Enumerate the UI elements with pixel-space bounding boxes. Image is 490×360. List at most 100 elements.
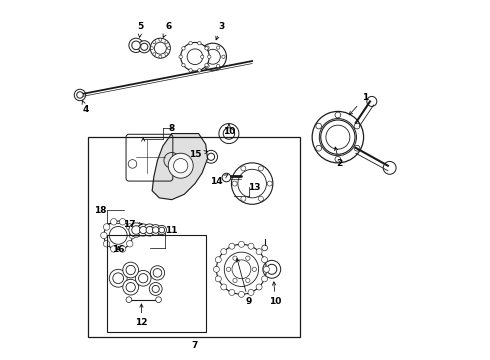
Text: 7: 7	[192, 341, 198, 350]
Circle shape	[123, 262, 139, 278]
Circle shape	[120, 219, 126, 225]
Circle shape	[205, 150, 218, 163]
Circle shape	[217, 46, 220, 49]
Circle shape	[267, 264, 277, 274]
Circle shape	[152, 227, 159, 233]
Circle shape	[199, 43, 226, 70]
Bar	[88, 137, 300, 337]
Circle shape	[222, 55, 225, 58]
Circle shape	[100, 232, 107, 239]
Circle shape	[245, 256, 250, 260]
Circle shape	[153, 269, 162, 277]
Circle shape	[126, 240, 133, 247]
Circle shape	[232, 181, 237, 186]
Circle shape	[139, 274, 148, 283]
Circle shape	[126, 265, 135, 275]
Text: 13: 13	[247, 183, 260, 192]
Circle shape	[140, 226, 147, 234]
Circle shape	[138, 41, 150, 53]
Circle shape	[221, 249, 227, 255]
Circle shape	[154, 42, 166, 54]
Circle shape	[141, 43, 148, 50]
Circle shape	[153, 41, 156, 44]
Text: 5: 5	[137, 22, 144, 37]
Circle shape	[150, 47, 153, 50]
Circle shape	[354, 123, 360, 129]
Circle shape	[189, 41, 192, 45]
Text: 10: 10	[223, 124, 235, 136]
Circle shape	[156, 297, 161, 302]
Circle shape	[159, 55, 162, 58]
Circle shape	[150, 266, 165, 280]
Circle shape	[239, 291, 245, 297]
Circle shape	[221, 284, 227, 290]
Circle shape	[207, 153, 215, 160]
Circle shape	[181, 42, 209, 71]
Circle shape	[129, 38, 143, 53]
Circle shape	[262, 245, 268, 251]
Circle shape	[321, 120, 355, 154]
Circle shape	[200, 55, 204, 58]
Circle shape	[215, 276, 221, 282]
Circle shape	[223, 128, 235, 139]
Circle shape	[262, 276, 268, 282]
Circle shape	[135, 270, 151, 286]
Text: 12: 12	[135, 304, 147, 327]
Text: 17: 17	[122, 220, 142, 229]
Circle shape	[335, 112, 341, 118]
Circle shape	[150, 225, 161, 235]
Circle shape	[165, 53, 168, 56]
Circle shape	[233, 278, 237, 283]
Circle shape	[173, 158, 188, 173]
Circle shape	[217, 64, 220, 68]
Circle shape	[229, 243, 235, 249]
Text: 16: 16	[112, 245, 124, 254]
Circle shape	[149, 283, 162, 296]
Circle shape	[126, 224, 133, 230]
Circle shape	[205, 49, 221, 64]
Circle shape	[241, 196, 246, 201]
Circle shape	[248, 243, 254, 249]
Text: 10: 10	[269, 282, 282, 306]
Text: 1: 1	[349, 93, 368, 115]
Circle shape	[319, 118, 356, 156]
Circle shape	[205, 63, 208, 67]
Circle shape	[214, 266, 220, 272]
Circle shape	[354, 145, 360, 151]
Circle shape	[126, 297, 132, 302]
Circle shape	[383, 161, 396, 174]
Bar	[107, 235, 206, 332]
Circle shape	[205, 47, 208, 50]
Circle shape	[144, 224, 156, 236]
Circle shape	[74, 89, 86, 101]
Text: 14: 14	[210, 175, 228, 186]
Circle shape	[197, 41, 201, 45]
Circle shape	[132, 226, 140, 234]
Circle shape	[335, 157, 341, 162]
Circle shape	[267, 181, 272, 186]
Circle shape	[197, 69, 201, 72]
Circle shape	[316, 145, 321, 151]
Circle shape	[256, 249, 262, 255]
Circle shape	[150, 38, 171, 58]
Circle shape	[168, 47, 171, 50]
Circle shape	[159, 227, 165, 233]
Circle shape	[248, 289, 254, 296]
Text: 3: 3	[216, 22, 225, 40]
Circle shape	[239, 241, 245, 247]
Circle shape	[367, 96, 377, 107]
Circle shape	[146, 226, 153, 234]
Polygon shape	[152, 134, 207, 200]
Circle shape	[245, 278, 250, 283]
Circle shape	[165, 41, 168, 44]
Circle shape	[137, 224, 149, 236]
Circle shape	[153, 53, 156, 56]
Circle shape	[256, 284, 262, 290]
Text: 11: 11	[166, 225, 178, 234]
Circle shape	[111, 219, 117, 225]
Circle shape	[123, 279, 139, 295]
Circle shape	[252, 267, 256, 271]
Circle shape	[222, 173, 231, 182]
Circle shape	[157, 225, 167, 235]
Circle shape	[129, 232, 136, 239]
